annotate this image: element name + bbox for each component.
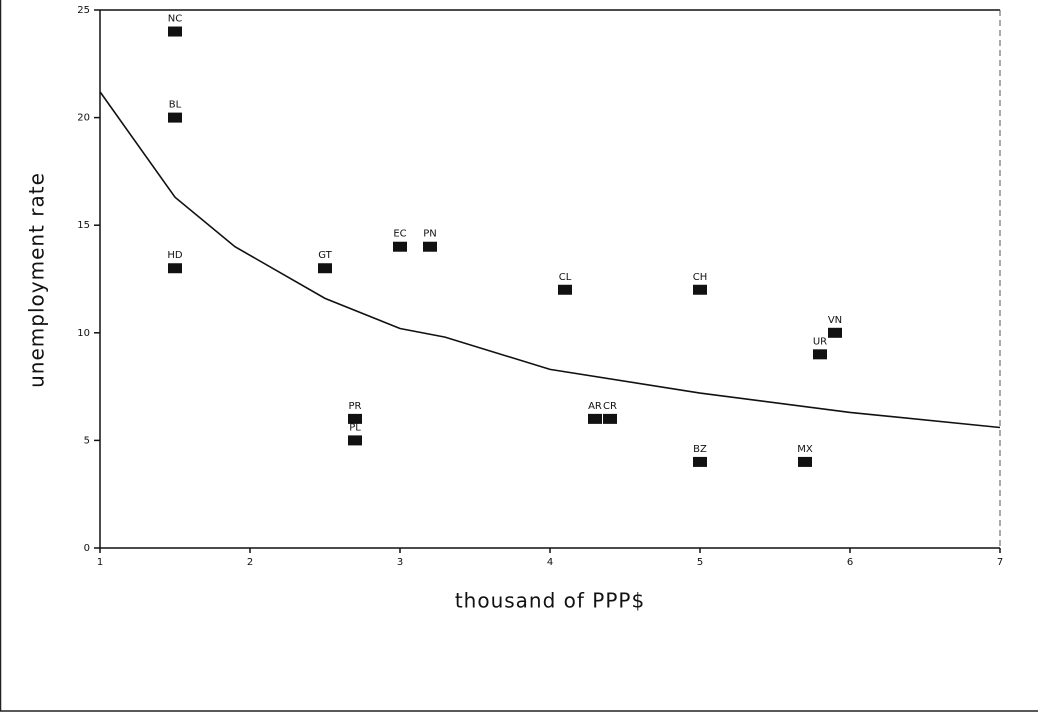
point xyxy=(348,413,362,424)
y-tick-label: 25 xyxy=(77,5,90,16)
point xyxy=(693,284,707,295)
x-tick-label: 3 xyxy=(397,557,403,568)
x-tick-label: 2 xyxy=(247,557,253,568)
point-label: NC xyxy=(168,14,182,25)
y-tick-label: 20 xyxy=(77,113,90,124)
point xyxy=(558,284,572,295)
point xyxy=(603,413,617,424)
point xyxy=(168,263,182,274)
point-label: PR xyxy=(349,401,362,412)
point-label: EC xyxy=(393,229,406,240)
x-tick-label: 5 xyxy=(697,557,703,568)
fit-line xyxy=(99,91,1001,429)
point xyxy=(813,349,827,360)
x-tick-label: 7 xyxy=(997,557,1003,568)
point xyxy=(168,26,182,37)
point-label: PN xyxy=(423,229,437,240)
y-axis-title: unemployment rate xyxy=(25,172,49,388)
x-axis-title: thousand of PPP$ xyxy=(455,589,645,613)
point-label: MX xyxy=(797,444,813,455)
point xyxy=(588,413,602,424)
x-tick-label: 1 xyxy=(97,557,103,568)
point xyxy=(423,241,437,252)
point-label: GT xyxy=(318,250,332,261)
y-tick-label: 0 xyxy=(84,543,90,554)
point xyxy=(393,241,407,252)
point-label: CR xyxy=(603,401,617,412)
x-tick-label: 4 xyxy=(547,557,553,568)
x-tick-label: 6 xyxy=(847,557,853,568)
point-label: BZ xyxy=(693,444,707,455)
point xyxy=(168,112,182,123)
point-label: HD xyxy=(167,250,183,261)
point-label: CL xyxy=(559,272,572,283)
point xyxy=(348,435,362,446)
point xyxy=(318,263,332,274)
point xyxy=(828,327,842,338)
y-tick-label: 5 xyxy=(84,435,90,446)
point-label: UR xyxy=(813,336,827,347)
point-label: VN xyxy=(828,315,842,326)
point xyxy=(798,456,812,467)
y-tick-label: 15 xyxy=(77,220,90,231)
point xyxy=(693,456,707,467)
point-label: PL xyxy=(349,422,361,433)
y-tick-label: 10 xyxy=(77,328,90,339)
point-label: AR xyxy=(588,401,602,412)
point-label: CH xyxy=(693,272,708,283)
point-label: BL xyxy=(169,100,182,111)
